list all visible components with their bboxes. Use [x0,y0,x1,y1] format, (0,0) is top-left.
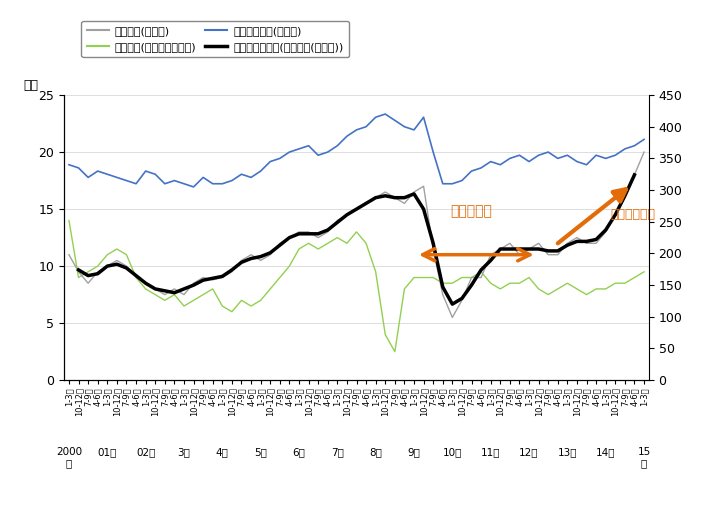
Text: 8年: 8年 [369,447,382,457]
Text: アベノミクス: アベノミクス [610,208,655,221]
全産業売上高(右目盛) [381,111,389,117]
全産業売上高(右目盛) [429,149,438,155]
全産業売上高(右目盛) [180,181,188,187]
経常利益(当期末) [410,189,419,195]
設備投資(当期末資金需給) [199,291,207,298]
経常利益(当期末) [199,275,207,281]
Text: 01年: 01年 [98,447,117,457]
３区間移動平均(経常利益(当期末)) [266,250,275,256]
Text: 6年: 6年 [292,447,305,457]
Line: ３区間移動平均(経常利益(当期末)): ３区間移動平均(経常利益(当期末)) [78,175,635,304]
Text: 13年: 13年 [558,447,577,457]
Line: 経常利益(当期末): 経常利益(当期末) [69,152,644,317]
設備投資(当期末資金需給) [180,303,188,309]
３区間移動平均(経常利益(当期末)) [180,286,188,292]
全産業売上高(右目盛) [391,117,399,124]
Text: 4年: 4年 [216,447,229,457]
経常利益(当期末) [573,234,581,241]
経常利益(当期末) [266,251,275,258]
Line: 全産業売上高(右目盛): 全産業売上高(右目盛) [69,114,644,187]
経常利益(当期末) [448,314,456,320]
設備投資(当期末資金需給) [419,275,428,281]
Text: 9年: 9年 [408,447,421,457]
設備投資(当期末資金需給) [573,286,581,292]
３区間移動平均(経常利益(当期末)) [199,277,207,284]
経常利益(当期末) [640,149,648,155]
設備投資(当期末資金需給) [391,348,399,355]
設備投資(当期末資金需給) [371,269,380,275]
Text: 15
年: 15 年 [637,447,651,468]
Text: 14年: 14年 [596,447,615,457]
Text: 11年: 11年 [481,447,501,457]
全産業売上高(右目盛) [208,181,217,187]
経常利益(当期末) [371,194,380,201]
設備投資(当期末資金需給) [640,269,648,275]
設備投資(当期末資金需給) [65,218,73,224]
３区間移動平均(経常利益(当期末)) [371,194,380,201]
３区間移動平均(経常利益(当期末)) [563,242,572,248]
Text: 5年: 5年 [255,447,267,457]
全産業売上高(右目盛) [640,136,648,143]
全産業売上高(右目盛) [275,155,284,162]
全産業売上高(右目盛) [189,184,198,190]
Text: 12年: 12年 [519,447,539,457]
３区間移動平均(経常利益(当期末)) [410,191,419,197]
Text: 3年: 3年 [178,447,190,457]
Text: 兆円: 兆円 [24,79,39,92]
Legend: 経常利益(当期末), 設備投資(当期末資金需給), 全産業売上高(右目盛), ３区間移動平均(経常利益(当期末)): 経常利益(当期末), 設備投資(当期末資金需給), 全産業売上高(右目盛), ３… [81,21,349,58]
Line: 設備投資(当期末資金需給): 設備投資(当期末資金需給) [69,221,644,352]
Text: 2000
年: 2000 年 [56,447,82,468]
経常利益(当期末) [180,291,188,298]
全産業売上高(右目盛) [583,162,591,168]
Text: 7年: 7年 [331,447,344,457]
全産業売上高(右目盛) [65,162,73,168]
Text: 02年: 02年 [136,447,155,457]
設備投資(当期末資金需給) [266,286,275,292]
Text: 民主党政権: 民主党政権 [451,204,493,218]
Text: 10年: 10年 [443,447,462,457]
経常利益(当期末) [65,251,73,258]
